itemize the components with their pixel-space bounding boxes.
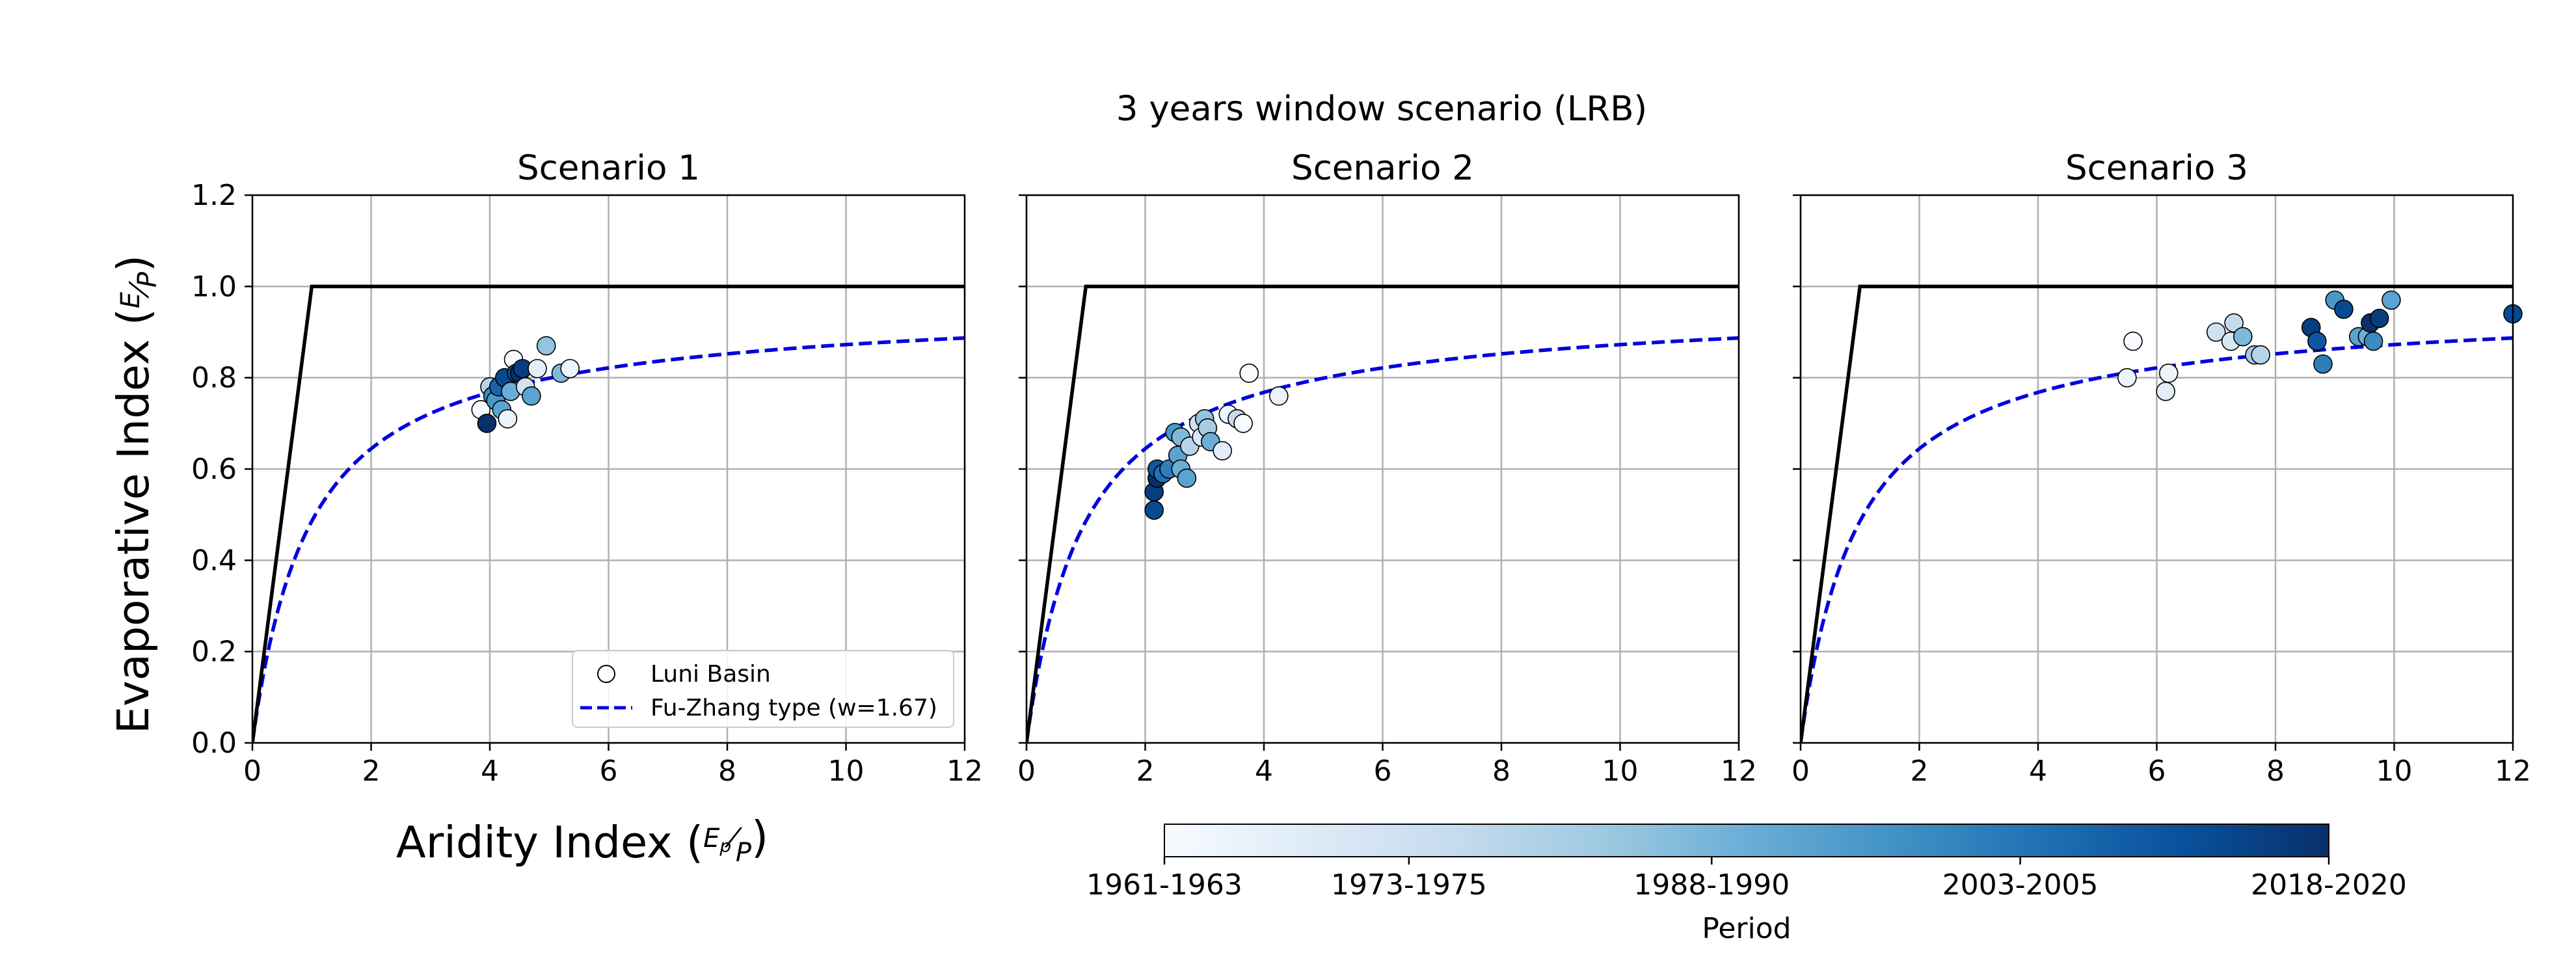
x-tick-label: 12: [2495, 755, 2531, 788]
fu-zhang-curve: [252, 336, 965, 743]
y-axis-label-fraction: E: [116, 291, 146, 308]
data-point: [2233, 327, 2253, 347]
x-tick-label: 12: [946, 755, 983, 788]
energy-water-limit-line: [1026, 284, 1739, 743]
x-tick-label: 0: [1791, 755, 1810, 788]
axes-frame: [1025, 194, 1740, 744]
colorbar-gradient: [1164, 824, 2329, 857]
data-point: [2334, 299, 2354, 319]
data-point: [1269, 386, 1289, 406]
energy-water-limit-line: [1801, 284, 2513, 743]
data-point: [2156, 381, 2175, 401]
y-axis-label: Evaporative Index (E⁄P): [108, 255, 163, 734]
colorbar-tick-label: 2018-2020: [2251, 868, 2407, 902]
x-tick-label: 4: [2029, 755, 2047, 788]
svg-text:Aridity Index (Ep⁄P): Aridity Index (Ep⁄P): [396, 812, 768, 868]
data-point: [2123, 331, 2143, 351]
data-point: [2363, 331, 2383, 351]
data-point: [2313, 354, 2333, 374]
x-axis-label-fraction: E: [703, 824, 720, 853]
plot-area: [1801, 284, 2513, 743]
x-tick-label: 0: [243, 755, 262, 788]
panel-title: Scenario 1: [517, 148, 700, 188]
axes-frame: [1799, 194, 2514, 744]
data-point: [477, 414, 497, 433]
panel-title: Scenario 3: [2065, 148, 2248, 188]
colorbar-tick-label: 1961-1963: [1086, 868, 1242, 902]
figure-suptitle: 3 years window scenario (LRB): [1116, 89, 1647, 129]
data-point: [1144, 500, 1164, 520]
colorbar-label: Period: [1702, 912, 1791, 945]
panel-scenario-1: 0 2 4 6 8 10 12 0.0 0.2 0.4 0.6 0.8 1.0 1.2 Scenario 1: [191, 148, 983, 788]
panel-scenario-2: 0 2 4 6 8 10 12 Scenario 2: [1017, 148, 1757, 788]
legend-label-luni-basin: Luni Basin: [651, 661, 771, 688]
data-point: [522, 386, 541, 406]
data-point: [1233, 414, 1253, 433]
energy-water-limit-line: [252, 284, 965, 743]
x-tick-label: 2: [362, 755, 381, 788]
y-axis-label-text: Evaporative Index: [108, 340, 159, 734]
colorbar: 1961-1963 1973-1975 1988-1990 2003-2005 2018…: [1086, 824, 2407, 945]
colorbar-tick-label: 2003-2005: [1942, 868, 2099, 902]
x-tick-label: 4: [1255, 755, 1273, 788]
x-tick-label: 6: [1374, 755, 1392, 788]
x-tick-label: 6: [600, 755, 618, 788]
panel-title: Scenario 2: [1291, 148, 1474, 188]
data-point: [2251, 345, 2270, 365]
y-tick-label: 1.2: [191, 179, 237, 212]
y-tick-label: 0.2: [191, 636, 237, 669]
x-axis-label-text: Aridity Index: [396, 817, 673, 868]
x-tick-label: 2: [1136, 755, 1155, 788]
x-tick-label: 4: [481, 755, 499, 788]
x-tick-label: 12: [1721, 755, 1757, 788]
data-point: [2369, 308, 2389, 329]
legend-marker-luni-basin: [597, 665, 615, 683]
svg-text:Evaporative Index (E⁄P): Evaporative Index (E⁄P): [108, 255, 163, 734]
x-tick-label: 0: [1017, 755, 1036, 788]
data-point: [2307, 331, 2327, 351]
data-point: [2158, 363, 2179, 383]
data-point: [536, 336, 556, 356]
x-tick-label: 2: [1911, 755, 1929, 788]
data-point: [1213, 441, 1232, 461]
legend-label-fu-zhang: Fu-Zhang type (w=1.67): [651, 695, 937, 721]
x-tick-label: 8: [718, 755, 736, 788]
panel-scenario-3: 0 2 4 6 8 10 12 Scenario 3: [1791, 148, 2531, 788]
y-tick-label: 0.8: [191, 362, 237, 395]
fu-zhang-curve: [1026, 336, 1739, 743]
data-point: [1177, 468, 1197, 488]
y-tick-label: 0.4: [191, 544, 237, 577]
x-tick-label: 10: [2376, 755, 2413, 788]
data-point: [1239, 363, 1259, 383]
fu-zhang-curve: [1801, 336, 2513, 743]
data-point: [498, 409, 518, 429]
y-tick-label: 0.6: [191, 453, 237, 486]
colorbar-tick-label: 1973-1975: [1331, 868, 1487, 902]
x-tick-label: 10: [1602, 755, 1639, 788]
y-tick-label: 1.0: [191, 270, 237, 303]
x-tick-label: 8: [1492, 755, 1510, 788]
data-point: [2206, 322, 2226, 342]
legend-frame: [572, 650, 954, 728]
legend: Luni Basin Fu-Zhang type (w=1.67): [572, 650, 954, 728]
data-point: [2117, 368, 2137, 388]
x-axis-label: Aridity Index (Ep⁄P): [396, 812, 768, 868]
plot-area: [1026, 284, 1739, 743]
data-point: [2381, 290, 2401, 310]
x-tick-label: 10: [828, 755, 865, 788]
data-point: [560, 358, 580, 379]
data-point: [528, 358, 547, 379]
x-tick-label: 6: [2148, 755, 2166, 788]
y-tick-label: 0.0: [191, 727, 237, 760]
data-point: [2224, 313, 2244, 333]
plot-area: [252, 284, 965, 743]
axes-frame: [251, 194, 966, 744]
colorbar-tick-label: 1988-1990: [1633, 868, 1790, 902]
x-tick-label: 8: [2266, 755, 2285, 788]
